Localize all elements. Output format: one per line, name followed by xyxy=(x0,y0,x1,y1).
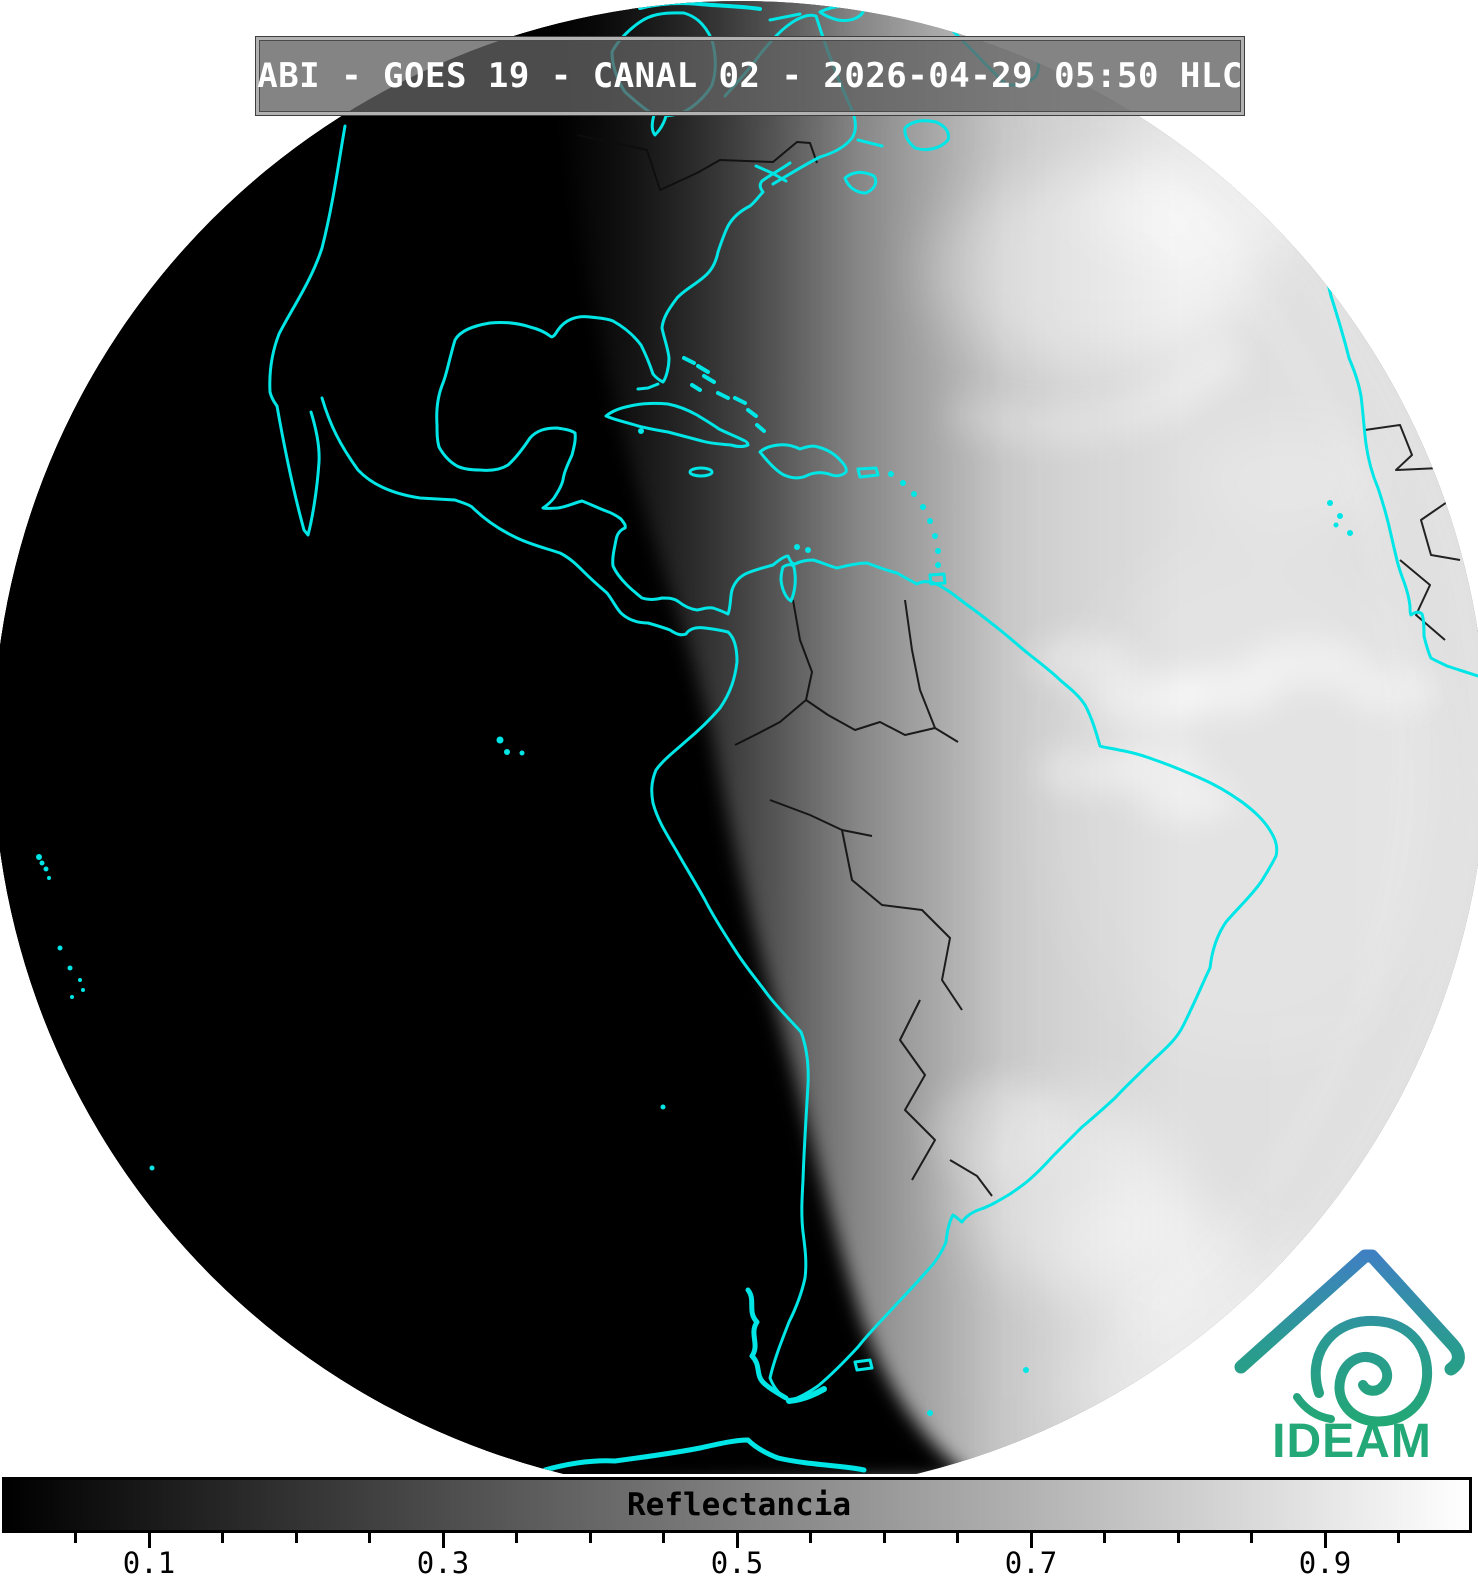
colorbar-minor-tick xyxy=(368,1533,371,1543)
colorbar-minor-tick xyxy=(515,1533,518,1543)
colorbar-minor-tick xyxy=(809,1533,812,1543)
colorbar-minor-tick xyxy=(662,1533,665,1543)
colorbar-minor-tick xyxy=(1397,1533,1400,1543)
title-bar: ABI - GOES 19 - CANAL 02 - 2026-04-29 05… xyxy=(256,37,1244,115)
colorbar-minor-tick xyxy=(74,1533,77,1543)
colorbar-minor-tick xyxy=(956,1533,959,1543)
colorbar: Reflectancia 0.1 0.3 0.5 0.7 0.9 xyxy=(0,1474,1478,1577)
colorbar-minor-tick xyxy=(588,1533,592,1543)
colorbar-major-tick xyxy=(1029,1533,1033,1548)
earth-disk-svg xyxy=(0,1,1478,1474)
colorbar-minor-tick xyxy=(1103,1533,1106,1543)
colorbar-major-tick xyxy=(1323,1533,1327,1548)
colorbar-major-tick xyxy=(441,1533,445,1548)
colorbar-minor-tick xyxy=(221,1533,224,1543)
colorbar-tick-label: 0.5 xyxy=(710,1546,764,1577)
title-text: ABI - GOES 19 - CANAL 02 - 2026-04-29 05… xyxy=(257,56,1243,96)
ideam-logo: IDEAM xyxy=(1205,1243,1475,1477)
earth-fulldisk-map xyxy=(0,0,1478,1474)
mountain-spiral-icon xyxy=(1234,1249,1465,1427)
colorbar-tick-label: 0.1 xyxy=(122,1546,176,1577)
ideam-logo-text: IDEAM xyxy=(1272,1415,1432,1468)
colorbar-tick-label: 0.3 xyxy=(416,1546,470,1577)
colorbar-minor-tick xyxy=(1176,1533,1180,1543)
colorbar-tick-label: 0.7 xyxy=(1004,1546,1058,1577)
country-borders-layer xyxy=(576,134,1461,1197)
colorbar-minor-tick xyxy=(882,1533,886,1543)
limb-glow xyxy=(1112,105,1478,1391)
colorbar-minor-tick xyxy=(1250,1533,1253,1543)
colorbar-gradient xyxy=(2,1477,1472,1533)
night-shadow xyxy=(0,1,975,1474)
colorbar-tick-label: 0.9 xyxy=(1298,1546,1352,1577)
colorbar-major-tick xyxy=(147,1533,151,1548)
colorbar-minor-tick xyxy=(294,1533,298,1543)
colorbar-major-tick xyxy=(735,1533,739,1548)
colorbar-label: Reflectancia xyxy=(627,1487,851,1523)
